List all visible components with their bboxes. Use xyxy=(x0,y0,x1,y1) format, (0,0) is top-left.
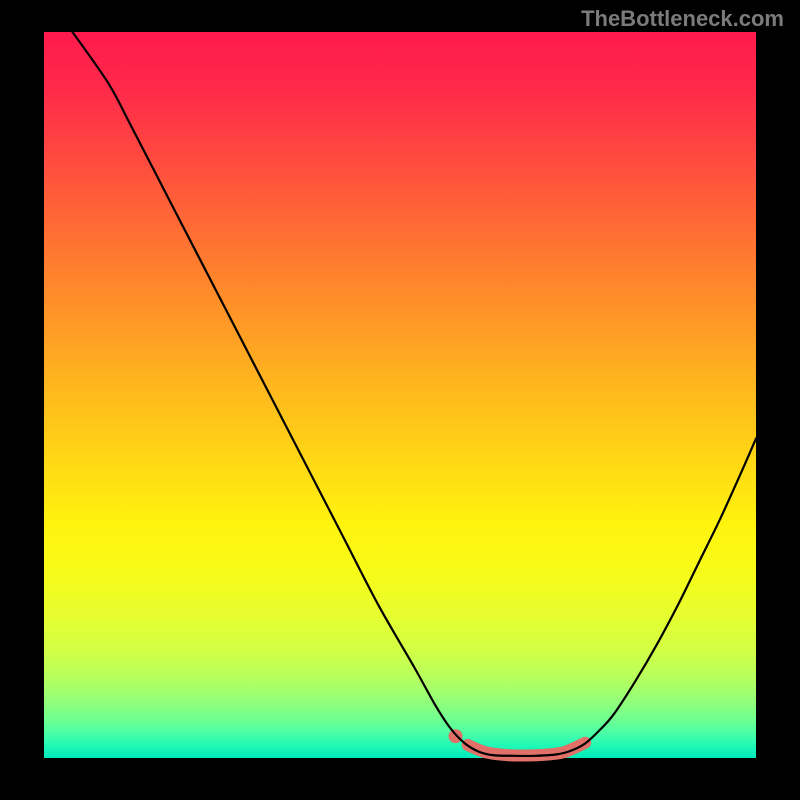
selected-point-marker xyxy=(449,729,463,743)
watermark-text: TheBottleneck.com xyxy=(581,6,784,32)
chart-container: TheBottleneck.com xyxy=(0,0,800,800)
bottleneck-curve-chart xyxy=(0,0,800,800)
gradient-background xyxy=(44,32,756,758)
